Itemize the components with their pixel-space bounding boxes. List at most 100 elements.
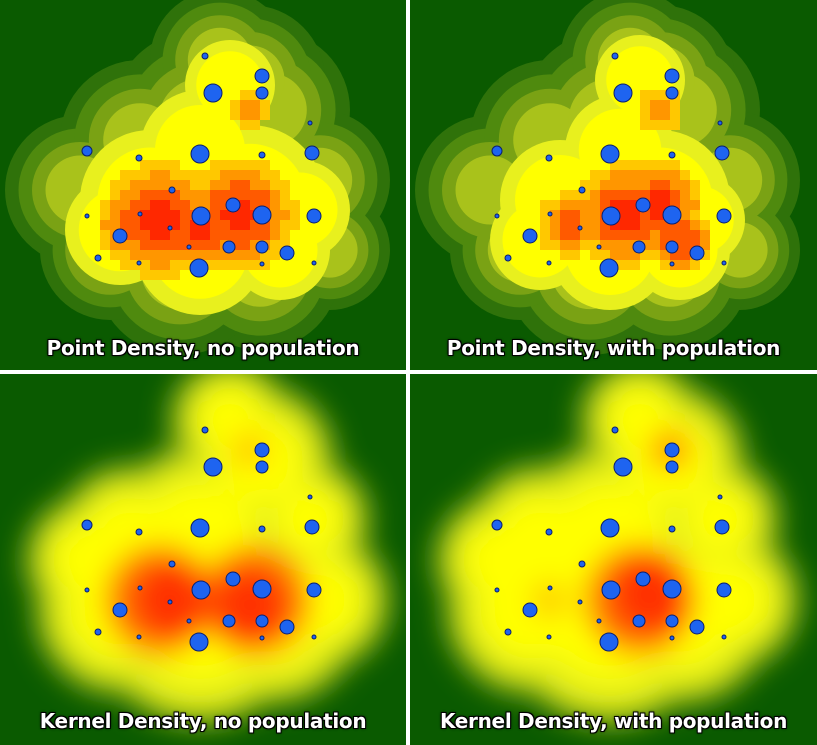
density-cell bbox=[590, 230, 600, 240]
point-marker bbox=[689, 245, 705, 261]
density-cell bbox=[230, 100, 240, 110]
density-cell bbox=[290, 220, 300, 230]
point-marker bbox=[577, 225, 583, 231]
density-cell bbox=[660, 180, 670, 190]
point-marker bbox=[259, 261, 265, 267]
density-cell bbox=[650, 230, 660, 240]
density-cell bbox=[120, 250, 130, 260]
point-marker bbox=[255, 460, 269, 474]
density-cell bbox=[170, 230, 180, 240]
point-marker bbox=[613, 457, 633, 477]
density-cell bbox=[660, 250, 670, 260]
density-cell bbox=[630, 190, 640, 200]
point-marker bbox=[259, 635, 265, 641]
density-cell bbox=[650, 220, 660, 230]
density-cell bbox=[600, 170, 610, 180]
density-cell bbox=[210, 210, 220, 220]
density-cell bbox=[690, 180, 700, 190]
density-cell bbox=[120, 210, 130, 220]
density-cell bbox=[660, 170, 670, 180]
density-cell bbox=[170, 180, 180, 190]
density-cell bbox=[680, 240, 690, 250]
point-marker bbox=[255, 86, 269, 100]
density-cell bbox=[590, 180, 600, 190]
density-cell bbox=[650, 190, 660, 200]
point-marker bbox=[632, 240, 646, 254]
density-cell bbox=[690, 190, 700, 200]
point-marker bbox=[714, 519, 730, 535]
density-cell bbox=[540, 230, 550, 240]
density-cell bbox=[570, 200, 580, 210]
density-cell bbox=[680, 230, 690, 240]
density-cell bbox=[210, 200, 220, 210]
density-cell bbox=[150, 220, 160, 230]
density-cell bbox=[610, 160, 620, 170]
density-cell bbox=[660, 260, 670, 270]
density-cell bbox=[240, 90, 250, 100]
density-cell bbox=[230, 260, 240, 270]
density-cell bbox=[260, 180, 270, 190]
density-cell bbox=[660, 230, 670, 240]
density-cell bbox=[200, 180, 210, 190]
point-marker bbox=[664, 68, 680, 84]
density-cell bbox=[160, 240, 170, 250]
density-cell bbox=[660, 160, 670, 170]
density-cell bbox=[250, 90, 260, 100]
density-cell bbox=[640, 170, 650, 180]
density-cell bbox=[110, 220, 120, 230]
density-cell bbox=[630, 180, 640, 190]
density-cell bbox=[600, 200, 610, 210]
density-cell bbox=[620, 180, 630, 190]
density-cell bbox=[570, 240, 580, 250]
density-cell bbox=[190, 230, 200, 240]
density-cell bbox=[170, 190, 180, 200]
density-cell bbox=[660, 110, 670, 120]
density-cell bbox=[680, 250, 690, 260]
density-cell bbox=[620, 170, 630, 180]
density-cell bbox=[680, 260, 690, 270]
point-marker bbox=[600, 518, 620, 538]
density-cell bbox=[550, 240, 560, 250]
point-marker bbox=[669, 261, 675, 267]
density-cell bbox=[230, 220, 240, 230]
point-layer bbox=[491, 52, 732, 278]
density-cell bbox=[250, 250, 260, 260]
density-cell bbox=[240, 220, 250, 230]
density-cell bbox=[220, 210, 230, 220]
point-marker bbox=[81, 145, 93, 157]
density-cell bbox=[640, 160, 650, 170]
density-cell bbox=[170, 210, 180, 220]
density-cell bbox=[680, 180, 690, 190]
point-marker bbox=[601, 580, 621, 600]
point-marker bbox=[201, 52, 209, 60]
density-cell bbox=[230, 110, 240, 120]
density-cell bbox=[540, 200, 550, 210]
density-cell bbox=[660, 190, 670, 200]
density-cell bbox=[630, 200, 640, 210]
kernel-blob bbox=[232, 432, 268, 468]
point-marker bbox=[665, 240, 679, 254]
point-marker bbox=[222, 240, 236, 254]
density-cell bbox=[130, 190, 140, 200]
density-cell bbox=[580, 180, 590, 190]
density-cell bbox=[120, 170, 130, 180]
density-cell bbox=[220, 160, 230, 170]
density-cell bbox=[700, 220, 710, 230]
density-cell bbox=[120, 190, 130, 200]
density-cell bbox=[670, 250, 680, 260]
density-cell bbox=[200, 170, 210, 180]
density-cell bbox=[670, 170, 680, 180]
density-cell bbox=[560, 220, 570, 230]
point-marker bbox=[189, 258, 209, 278]
density-cell bbox=[270, 200, 280, 210]
density-cell bbox=[620, 230, 630, 240]
density-cell bbox=[660, 200, 670, 210]
point-marker bbox=[191, 580, 211, 600]
density-cell bbox=[280, 240, 290, 250]
point-marker bbox=[668, 525, 676, 533]
density-cell bbox=[110, 250, 120, 260]
density-cell bbox=[650, 200, 660, 210]
density-cell bbox=[590, 190, 600, 200]
density-cell bbox=[280, 200, 290, 210]
density-cell bbox=[200, 240, 210, 250]
